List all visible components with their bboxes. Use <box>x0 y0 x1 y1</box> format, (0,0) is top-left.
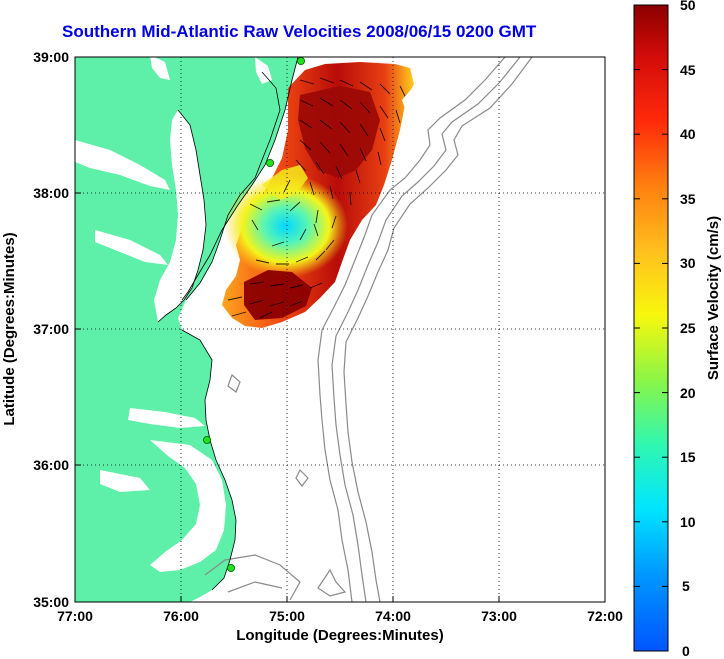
station-marker <box>296 57 305 66</box>
bay-tributary <box>75 140 170 190</box>
colorbar-tick-label: 50 <box>680 0 696 13</box>
velocity-field <box>222 62 416 328</box>
bathymetry-contours <box>204 57 533 602</box>
radar-stations <box>202 57 305 573</box>
tick-marks <box>74 56 606 603</box>
x-tick-label: 77:00 <box>57 608 93 624</box>
y-tick-label: 36:00 <box>33 457 69 473</box>
y-axis-label: Latitude (Degrees:Minutes) <box>1 232 18 425</box>
x-axis-label: Longitude (Degrees:Minutes) <box>236 627 444 644</box>
x-tick-label: 75:00 <box>269 608 305 624</box>
peninsula-land <box>178 57 298 300</box>
grid-lines <box>75 57 605 602</box>
colorbar-tick-label: 10 <box>680 514 696 530</box>
colorbar-tick-label: 20 <box>680 385 696 401</box>
colorbar: 50 45 40 35 30 25 20 15 10 5 0 Surface V… <box>633 0 722 659</box>
station-marker <box>265 158 274 167</box>
pamlico-sound <box>150 440 226 572</box>
colorbar-ticks <box>634 4 668 652</box>
x-tick-label: 76:00 <box>163 608 199 624</box>
y-tick-label: 38:00 <box>33 185 69 201</box>
y-tick-label: 37:00 <box>33 321 69 337</box>
station-marker <box>202 435 211 444</box>
colorbar-tick-label: 30 <box>680 255 696 271</box>
y-tick-label: 39:00 <box>33 49 69 65</box>
colorbar-tick-label: 25 <box>680 320 696 336</box>
coastline <box>157 57 299 591</box>
colorbar-label: Surface Velocity (cm/s) <box>705 216 722 380</box>
x-tick-label: 74:00 <box>375 608 411 624</box>
colorbar-tick-label: 0 <box>682 643 690 659</box>
colorbar-tick-label: 40 <box>680 126 696 142</box>
bay-tributary-2 <box>95 230 168 265</box>
velocity-arrows <box>227 77 407 319</box>
x-tick-label: 72:00 <box>587 608 623 624</box>
y-tick-label: 35:00 <box>33 594 69 610</box>
bay-tributary-3 <box>150 57 170 80</box>
chesapeake-bay <box>154 110 206 322</box>
plot-title: Southern Mid-Atlantic Raw Velocities 200… <box>62 22 537 41</box>
station-marker <box>226 564 235 573</box>
sound-inlet <box>100 470 150 492</box>
x-tick-label: 73:00 <box>481 608 517 624</box>
albemarle-sound <box>128 408 205 428</box>
colorbar-tick-label: 5 <box>682 578 690 594</box>
delaware-bay <box>255 57 272 84</box>
colorbar-tick-label: 15 <box>680 449 696 465</box>
colorbar-tick-label: 35 <box>680 191 696 207</box>
colorbar-tick-label: 45 <box>680 62 696 78</box>
